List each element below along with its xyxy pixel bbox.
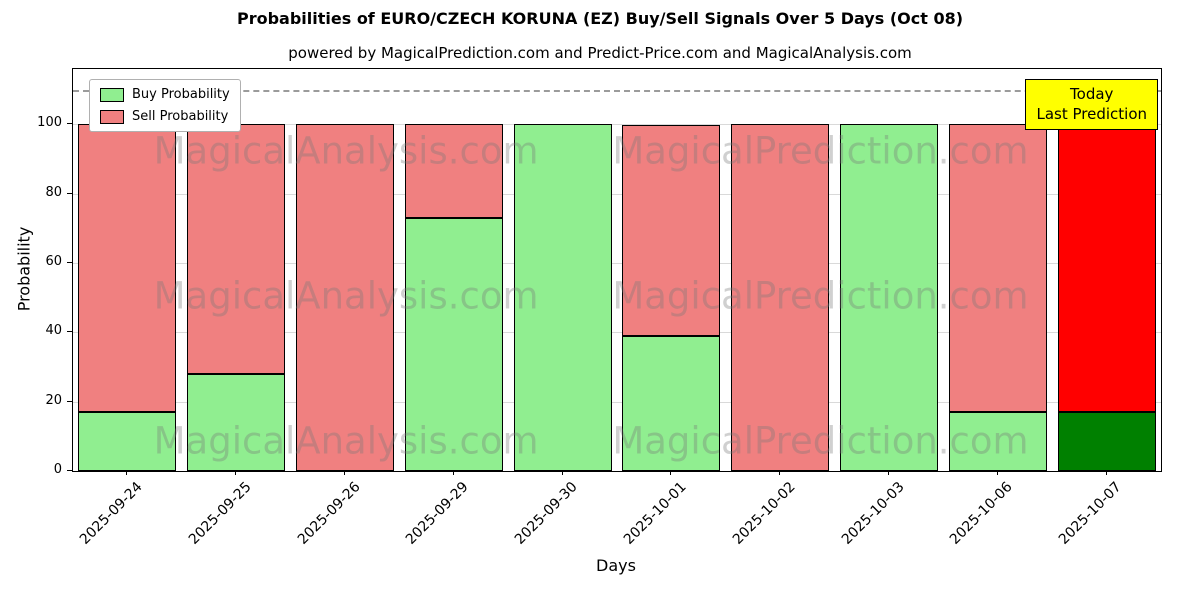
x-tick-mark: [779, 470, 781, 475]
bar-buy-segment: [404, 218, 503, 471]
x-tick-label: 2025-10-06: [947, 479, 1017, 548]
x-tick-mark: [561, 470, 563, 475]
x-axis-title: Days: [596, 556, 636, 575]
legend-item-sell: Sell Probability: [100, 109, 230, 124]
plot-area: Buy Probability Sell Probability Today L…: [72, 68, 1162, 472]
y-tick-label: 60: [45, 254, 62, 270]
chart-title: Probabilities of EURO/CZECH KORUNA (EZ) …: [236, 9, 964, 28]
y-tick-label: 0: [53, 462, 62, 477]
today-annotation: Today Last Prediction: [1025, 79, 1158, 130]
y-tick-label: 40: [45, 323, 62, 339]
x-tick-mark: [126, 470, 128, 475]
gridline: [73, 124, 1161, 126]
bar-buy-segment: [1057, 412, 1156, 471]
bar-sell-segment: [948, 124, 1047, 412]
y-tick-label: 80: [45, 184, 62, 200]
legend: Buy Probability Sell Probability: [89, 79, 241, 132]
y-tick-label: 100: [37, 115, 62, 131]
x-tick-mark: [888, 470, 889, 475]
x-tick-label: 2025-10-03: [838, 479, 908, 548]
bar-sell-segment: [404, 124, 503, 218]
x-tick-mark: [1105, 470, 1107, 475]
x-tick-mark: [996, 470, 998, 475]
y-tick-mark: [67, 262, 72, 264]
x-tick-label: 2025-09-25: [185, 479, 255, 548]
y-tick-mark: [67, 123, 72, 125]
x-tick-label: 2025-10-02: [729, 479, 799, 548]
today-annotation-line2: Last Prediction: [1036, 105, 1147, 124]
y-tick-mark: [67, 331, 72, 333]
gridline: [73, 263, 1161, 265]
y-tick-label: 20: [45, 392, 62, 408]
bar-sell-segment: [1057, 124, 1156, 412]
x-tick-label: 2025-09-26: [294, 479, 364, 548]
bar-buy-segment: [513, 124, 612, 471]
bar-buy-segment: [948, 412, 1047, 471]
bar-sell-segment: [296, 124, 394, 471]
bar-buy-segment: [622, 336, 721, 471]
bar-sell-segment: [187, 124, 286, 374]
x-tick-mark: [670, 470, 672, 475]
y-tick-mark: [67, 470, 72, 471]
x-tick-label: 2025-09-24: [76, 479, 146, 548]
x-tick-mark: [344, 470, 345, 475]
gridline: [73, 332, 1161, 334]
legend-swatch-buy: [100, 87, 124, 102]
legend-label-buy: Buy Probability: [132, 87, 230, 102]
x-tick-label: 2025-10-07: [1056, 479, 1125, 548]
chart-subtitle: powered by MagicalPrediction.com and Pre…: [288, 44, 912, 62]
x-tick-mark: [235, 470, 237, 475]
bar-buy-segment: [78, 412, 177, 471]
bar-buy-segment: [187, 374, 286, 471]
x-tick-label: 2025-09-29: [403, 479, 473, 548]
x-tick-mark: [452, 470, 454, 475]
bar-buy-segment: [840, 124, 938, 471]
legend-label-sell: Sell Probability: [132, 109, 229, 124]
x-tick-label: 2025-10-01: [620, 479, 690, 548]
threshold-dashed-line: [73, 89, 1161, 92]
today-annotation-line1: Today: [1070, 85, 1114, 103]
y-tick-mark: [67, 400, 72, 402]
legend-item-buy: Buy Probability: [100, 87, 230, 102]
gridline: [73, 193, 1161, 195]
bar-sell-segment: [78, 124, 177, 412]
bar-sell-segment: [622, 125, 721, 336]
y-tick-mark: [67, 192, 72, 194]
bar-sell-segment: [731, 124, 830, 471]
x-tick-label: 2025-09-30: [512, 479, 581, 548]
legend-swatch-sell: [100, 109, 124, 124]
gridline: [73, 401, 1161, 403]
